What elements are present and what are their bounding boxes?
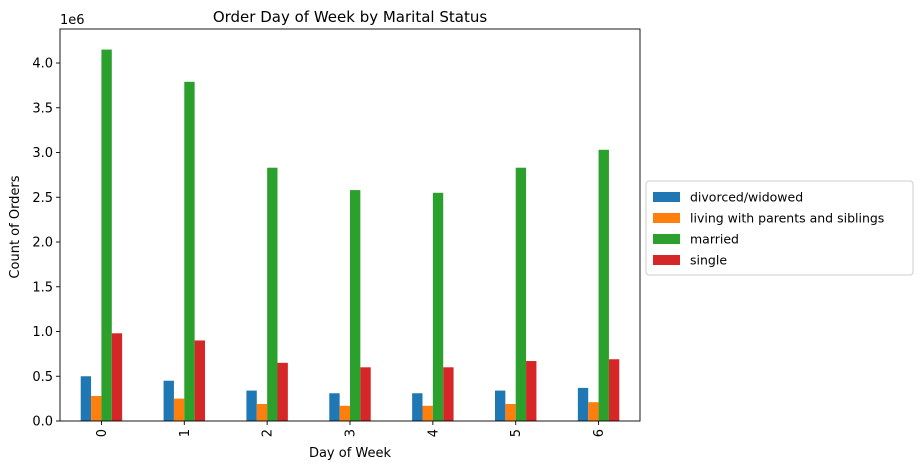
bar-divorced-widowed-2	[246, 390, 257, 421]
legend-swatch	[653, 213, 680, 223]
bar-divorced-widowed-6	[577, 387, 589, 421]
x-tick-label: 4	[426, 429, 441, 437]
bar-single-2	[277, 362, 288, 421]
x-tick-label: 5	[509, 429, 524, 437]
y-tick-label: 3.0	[32, 146, 53, 161]
bar-divorced-widowed-5	[495, 390, 506, 421]
y-tick-label: 0.0	[32, 415, 53, 430]
legend-swatch	[653, 192, 680, 202]
x-tick-label: 1	[178, 429, 193, 437]
bar-living-with-parents-and-siblings-6	[588, 402, 599, 421]
bar-single-4	[443, 367, 454, 421]
bar-single-0	[111, 333, 123, 421]
legend-label: single	[690, 253, 727, 268]
legend-frame	[645, 180, 914, 276]
bar-single-1	[194, 340, 205, 421]
bar-married-1	[184, 81, 195, 421]
bar-single-3	[360, 367, 371, 421]
y-tick-label: 3.5	[32, 101, 53, 116]
bar-married-4	[432, 192, 444, 421]
y-tick-label: 0.5	[32, 370, 53, 385]
bar-divorced-widowed-4	[412, 393, 423, 421]
bar-living-with-parents-and-siblings-1	[173, 398, 185, 421]
bar-married-3	[350, 190, 361, 421]
bar-married-0	[101, 49, 112, 422]
x-axis-label: Day of Week	[309, 446, 392, 461]
bar-living-with-parents-and-siblings-5	[505, 403, 516, 421]
y-tick-label: 2.5	[32, 191, 53, 206]
bar-divorced-widowed-1	[163, 380, 174, 421]
bars-layer	[80, 49, 620, 422]
y-tick-label: 1.0	[32, 325, 53, 340]
bar-living-with-parents-and-siblings-3	[339, 405, 350, 421]
y-tick-label: 2.0	[32, 236, 53, 251]
bar-married-6	[598, 149, 609, 422]
y-axis-offset-label: 1e6	[60, 13, 85, 28]
y-tick-label: 4.0	[32, 57, 53, 72]
x-tick-label: 6	[592, 429, 607, 437]
bar-living-with-parents-and-siblings-0	[91, 395, 102, 421]
bar-divorced-widowed-0	[80, 376, 92, 421]
x-tick-label: 2	[261, 429, 276, 437]
axes-layer: 0.0 0.5 1.0 1.5 2.0 2.5 3.0 3.5 4.0 0 1 2 3 4 5 6	[32, 28, 641, 437]
bar-divorced-widowed-3	[329, 393, 340, 421]
legend-swatch	[653, 234, 680, 244]
bar-married-2	[267, 167, 278, 421]
x-tick-label: 3	[344, 429, 359, 437]
y-axis-label: Count of Orders	[8, 175, 23, 278]
y-tick-label: 1.5	[32, 280, 53, 295]
legend-label: living with parents and siblings	[690, 211, 884, 226]
chart-title: Order Day of Week by Marital Status	[213, 8, 487, 26]
bar-living-with-parents-and-siblings-4	[422, 405, 433, 421]
x-tick-label: 0	[95, 429, 110, 437]
bar-single-6	[608, 359, 620, 421]
legend: divorced/widowed living with parents and …	[645, 180, 914, 276]
bar-living-with-parents-and-siblings-2	[256, 403, 268, 421]
legend-label: married	[690, 232, 739, 247]
bar-married-5	[515, 167, 527, 421]
legend-swatch	[653, 255, 680, 265]
legend-label: divorced/widowed	[690, 190, 803, 205]
bar-single-5	[526, 361, 537, 421]
